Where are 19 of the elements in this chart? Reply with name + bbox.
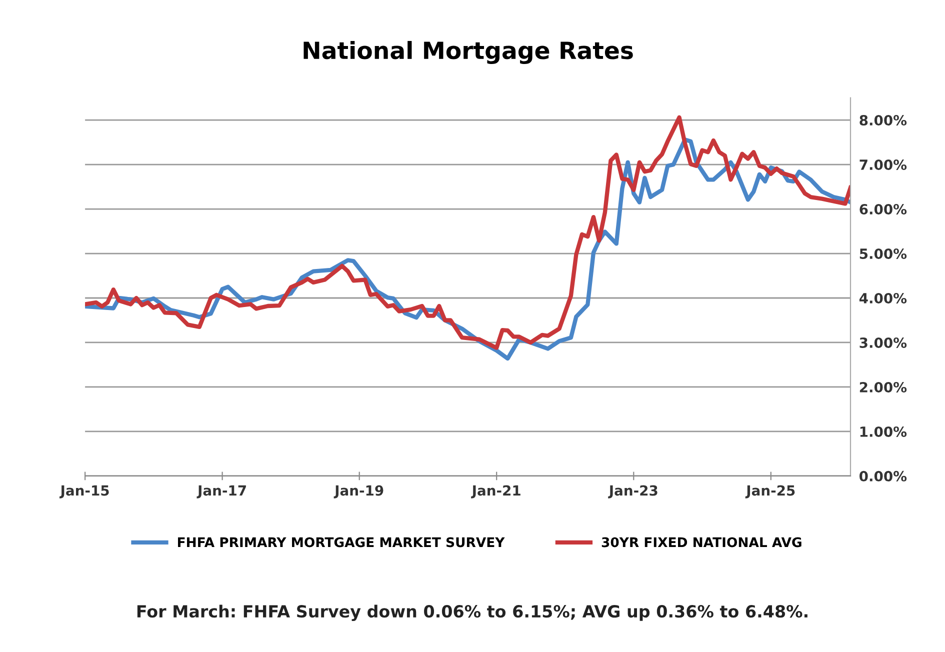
chart-title: National Mortgage Rates <box>304 40 633 64</box>
legend-label: 30YR FIXED NATIONAL AVG <box>602 537 802 548</box>
y-tick-label: 7.00% <box>860 160 907 170</box>
x-tick-label: Jan-15 <box>60 485 109 498</box>
x-tick-label: Jan-25 <box>745 485 795 498</box>
y-tick-label: 5.00% <box>860 248 907 259</box>
y-tick-label: 2.00% <box>860 382 907 392</box>
legend-label: FHFA PRIMARY MORTGAGE MARKET SURVEY <box>178 537 505 548</box>
x-tick-label: Jan-17 <box>196 485 246 498</box>
y-tick-label: 3.00% <box>860 337 907 348</box>
y-tick-label: 6.00% <box>860 204 907 214</box>
y-tick-label: 0.00% <box>859 470 907 482</box>
text: For March: FHFA Survey down 0.06% to 6.15%; AVG up 0.36% to 6.48%. <box>137 604 808 622</box>
x-tick-label: Jan-19 <box>334 485 384 498</box>
y-tick-label: 8.00% <box>860 115 907 126</box>
x-tick-label: Jan-21 <box>471 485 520 498</box>
y-tick-label: 4.00% <box>859 292 907 304</box>
x-tick-label: Jan-23 <box>608 485 658 498</box>
y-tick-label: 1.00% <box>860 426 907 437</box>
